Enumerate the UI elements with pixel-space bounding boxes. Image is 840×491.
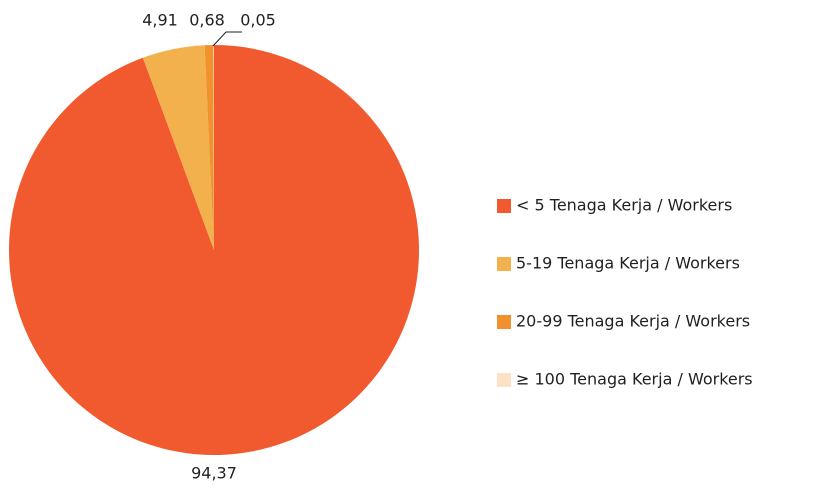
legend-swatch bbox=[497, 257, 511, 271]
legend-swatch bbox=[497, 315, 511, 329]
pie-slice bbox=[8, 45, 419, 455]
pie-slice bbox=[142, 45, 214, 250]
legend-label: ≥ 100 Tenaga Kerja / Workers bbox=[516, 370, 753, 389]
legend-swatch bbox=[497, 373, 511, 387]
legend-swatch bbox=[497, 199, 511, 213]
pie-slice bbox=[213, 45, 214, 250]
data-label: 94,37 bbox=[191, 464, 237, 483]
pie-slice bbox=[204, 45, 214, 251]
data-label: 0,68 bbox=[189, 11, 225, 30]
legend-label: 20-99 Tenaga Kerja / Workers bbox=[516, 312, 750, 331]
data-label: 0,05 bbox=[240, 11, 276, 30]
leader-line bbox=[212, 31, 242, 47]
legend-label: < 5 Tenaga Kerja / Workers bbox=[516, 196, 732, 215]
legend-label: 5-19 Tenaga Kerja / Workers bbox=[516, 254, 740, 273]
data-label: 4,91 bbox=[142, 11, 178, 30]
